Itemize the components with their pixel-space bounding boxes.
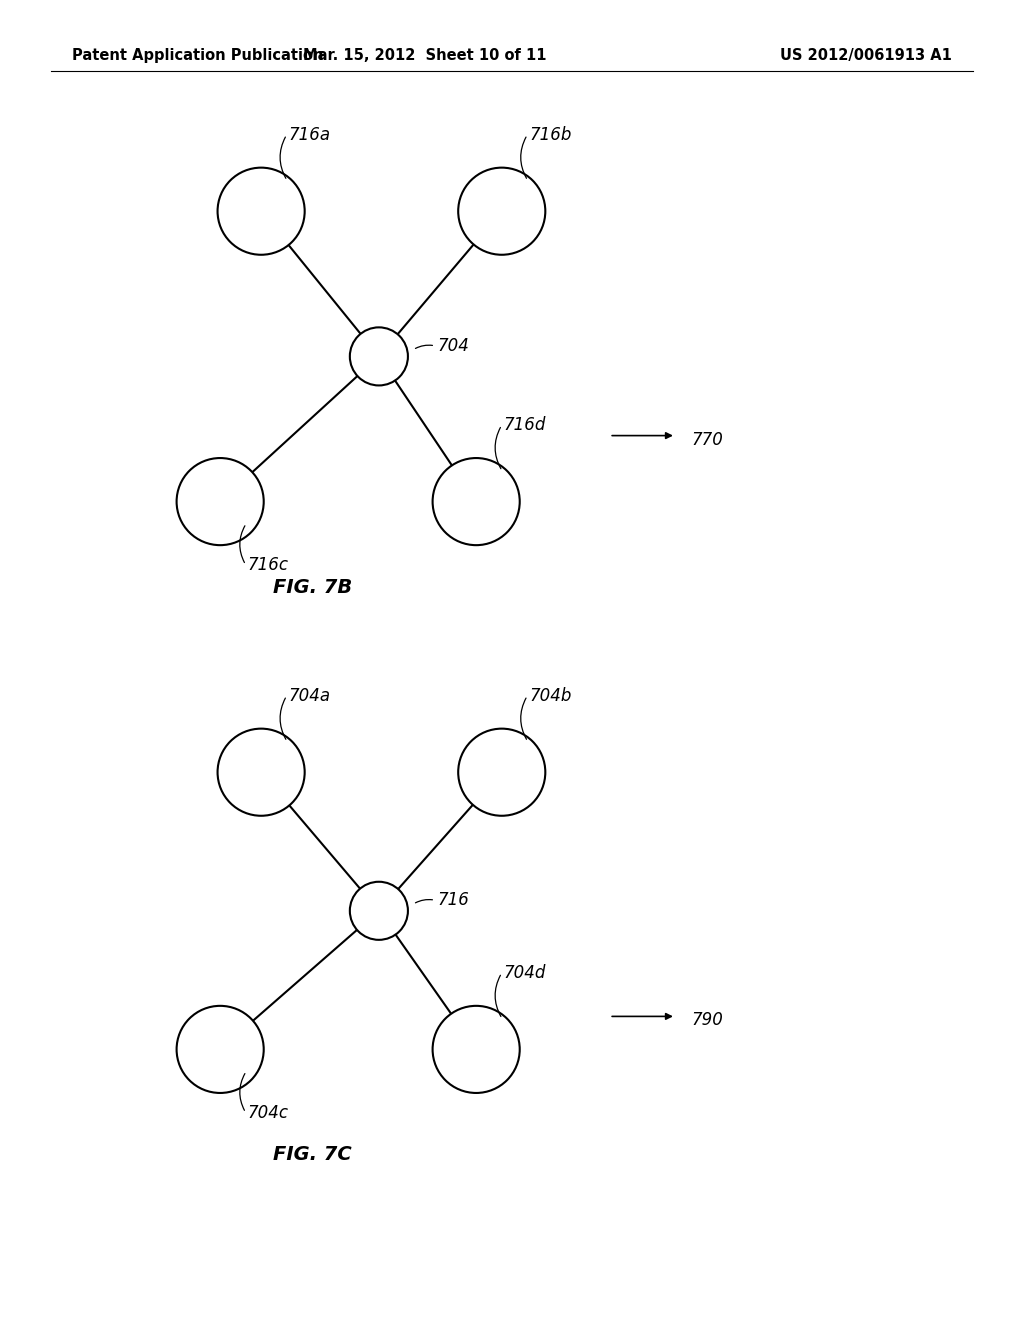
Ellipse shape — [458, 168, 546, 255]
Ellipse shape — [350, 882, 408, 940]
Text: 716d: 716d — [504, 416, 546, 434]
Ellipse shape — [432, 1006, 520, 1093]
Text: 770: 770 — [691, 430, 723, 449]
Text: 704c: 704c — [248, 1104, 289, 1122]
Ellipse shape — [350, 327, 408, 385]
Ellipse shape — [176, 1006, 264, 1093]
Text: 704: 704 — [437, 337, 469, 355]
Text: FIG. 7C: FIG. 7C — [273, 1146, 351, 1164]
Text: 716b: 716b — [529, 125, 571, 144]
Text: 704b: 704b — [529, 686, 571, 705]
Ellipse shape — [176, 458, 264, 545]
Text: 790: 790 — [691, 1011, 723, 1030]
Text: 704d: 704d — [504, 964, 546, 982]
Ellipse shape — [458, 729, 546, 816]
Ellipse shape — [217, 168, 305, 255]
Ellipse shape — [432, 458, 520, 545]
Text: Patent Application Publication: Patent Application Publication — [72, 48, 324, 63]
Text: 716c: 716c — [248, 556, 289, 574]
Text: 716a: 716a — [289, 125, 331, 144]
Ellipse shape — [217, 729, 305, 816]
Text: 716: 716 — [437, 891, 469, 909]
Text: US 2012/0061913 A1: US 2012/0061913 A1 — [780, 48, 952, 63]
Text: FIG. 7B: FIG. 7B — [272, 578, 352, 597]
Text: 704a: 704a — [289, 686, 331, 705]
Text: Mar. 15, 2012  Sheet 10 of 11: Mar. 15, 2012 Sheet 10 of 11 — [303, 48, 547, 63]
